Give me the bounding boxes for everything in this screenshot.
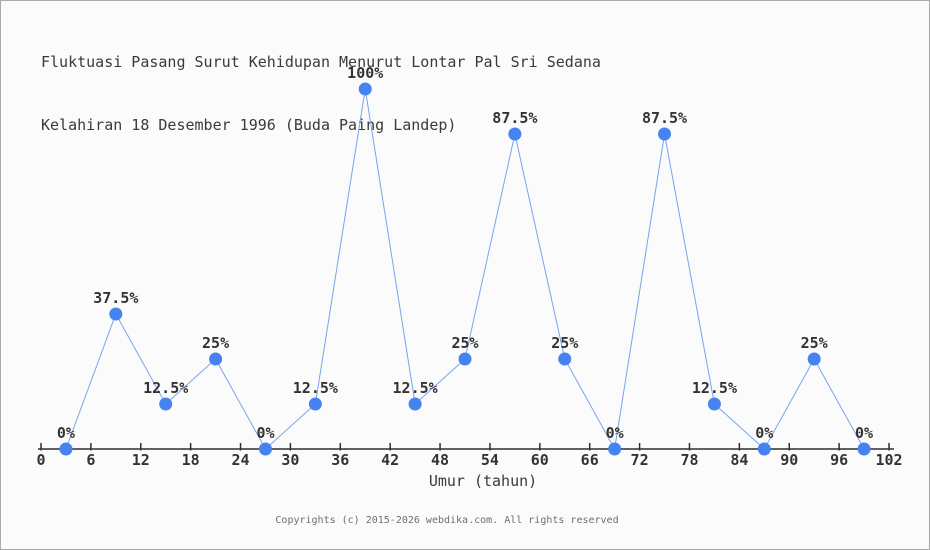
data-point-label: 12.5%	[143, 379, 188, 397]
data-point-label: 87.5%	[642, 109, 687, 127]
x-axis-tick-label: 60	[531, 451, 549, 469]
data-point-marker	[707, 397, 721, 411]
data-point-marker	[757, 442, 771, 456]
data-point-marker	[408, 397, 422, 411]
data-point-marker	[857, 442, 871, 456]
data-point-marker	[109, 307, 123, 321]
data-point-marker	[508, 127, 522, 141]
x-axis-tick-label: 12	[132, 451, 150, 469]
x-axis-tick-label: 96	[830, 451, 848, 469]
data-point-label: 37.5%	[93, 289, 138, 307]
data-point-label: 12.5%	[393, 379, 438, 397]
x-axis-tick-label: 72	[631, 451, 649, 469]
data-point-label: 25%	[202, 334, 229, 352]
data-point-marker	[159, 397, 173, 411]
x-axis-tick-label: 90	[780, 451, 798, 469]
x-axis-tick-label: 102	[875, 451, 902, 469]
data-point-marker	[258, 442, 272, 456]
data-point-label: 12.5%	[692, 379, 737, 397]
copyright-text: Copyrights (c) 2015-2026 webdika.com. Al…	[275, 515, 619, 526]
data-point-marker	[558, 352, 572, 366]
x-axis-tick-label: 30	[281, 451, 299, 469]
chart-title: Fluktuasi Pasang Surut Kehidupan Menurut…	[41, 10, 601, 178]
x-axis-tick-label: 66	[581, 451, 599, 469]
data-point-label: 0%	[606, 424, 624, 442]
data-point-marker	[358, 82, 372, 96]
data-point-marker	[608, 442, 622, 456]
data-point-label: 100%	[347, 64, 383, 82]
x-axis-title: Umur (tahun)	[428, 472, 538, 490]
data-point-label: 0%	[57, 424, 75, 442]
x-axis-tick-label: 48	[431, 451, 449, 469]
data-point-marker	[458, 352, 472, 366]
data-point-marker	[658, 127, 672, 141]
x-axis-tick-label: 54	[481, 451, 499, 469]
data-point-label: 12.5%	[293, 379, 338, 397]
data-point-label: 0%	[256, 424, 274, 442]
data-point-label: 25%	[801, 334, 828, 352]
data-point-label: 0%	[755, 424, 773, 442]
data-point-label: 87.5%	[492, 109, 537, 127]
x-axis-tick-label: 42	[381, 451, 399, 469]
x-axis-tick-label: 84	[730, 451, 748, 469]
data-point-marker	[807, 352, 821, 366]
data-point-marker	[209, 352, 223, 366]
x-axis-tick-label: 0	[36, 451, 45, 469]
data-point-label: 25%	[551, 334, 578, 352]
data-point-label: 0%	[855, 424, 873, 442]
x-axis-tick-label: 78	[680, 451, 698, 469]
chart-title-line2: Kelahiran 18 Desember 1996 (Buda Paing L…	[41, 116, 457, 134]
data-point-marker	[59, 442, 73, 456]
data-point-label: 25%	[451, 334, 478, 352]
data-point-marker	[308, 397, 322, 411]
x-axis-tick-label: 36	[331, 451, 349, 469]
x-axis-tick-label: 24	[231, 451, 249, 469]
chart-title-line1: Fluktuasi Pasang Surut Kehidupan Menurut…	[41, 53, 601, 71]
x-axis-tick-label: 18	[182, 451, 200, 469]
x-axis-tick-label: 6	[86, 451, 95, 469]
